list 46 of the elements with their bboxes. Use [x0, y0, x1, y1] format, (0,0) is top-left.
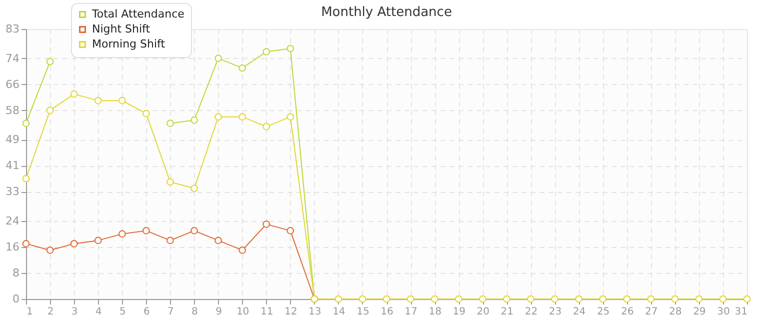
x-tick-label: 4 [95, 306, 102, 318]
x-tick-label: 13 [308, 306, 322, 318]
x-tick-label: 1 [26, 306, 33, 318]
legend-label: Morning Shift [92, 38, 166, 50]
x-tick-label: 30 [717, 306, 730, 318]
x-tick-label: 9 [216, 306, 222, 318]
x-tick-label: 2 [47, 306, 54, 318]
x-tick-label: 28 [669, 306, 682, 318]
x-tick-label: 25 [596, 306, 610, 318]
y-tick-label: 0 [12, 292, 20, 306]
legend-label: Total Attendance [91, 8, 185, 20]
x-tick-label: 6 [143, 306, 150, 318]
x-tick-label: 10 [236, 306, 250, 318]
y-tick-label: 74 [6, 52, 20, 65]
y-tick-label: 58 [6, 104, 20, 117]
x-tick-label: 8 [192, 306, 198, 318]
x-tick-label: 18 [428, 306, 442, 318]
y-tick-label: 66 [6, 78, 20, 91]
x-tick-label: 23 [548, 306, 562, 318]
y-tick-label: 41 [6, 159, 20, 172]
x-tick-label: 19 [452, 306, 466, 318]
x-tick-label: 17 [404, 306, 418, 318]
y-tick-label: 49 [6, 133, 20, 146]
x-tick-label: 11 [260, 306, 274, 318]
y-tick-label: 83 [6, 22, 20, 36]
x-tick-label: 31 [734, 306, 748, 318]
y-tick-label: 8 [12, 266, 20, 280]
x-tick-label: 3 [71, 306, 78, 318]
legend-label: Night Shift [92, 22, 151, 36]
y-tick-label: 24 [6, 214, 20, 228]
x-tick-label: 21 [500, 306, 514, 318]
x-tick-label: 20 [476, 306, 490, 318]
x-tick-label: 26 [620, 306, 634, 318]
y-tick-label: 16 [6, 240, 20, 254]
x-tick-label: 7 [168, 306, 174, 318]
x-tick-label: 22 [524, 306, 538, 318]
x-tick-label: 29 [693, 306, 706, 318]
x-tick-label: 15 [356, 306, 370, 318]
x-tick-label: 16 [380, 306, 394, 318]
x-tick-label: 5 [119, 306, 126, 318]
x-tick-label: 14 [332, 306, 346, 318]
x-tick-label: 24 [572, 306, 586, 318]
y-tick-label: 33 [6, 185, 20, 198]
chart-title: Monthly Attendance [321, 5, 452, 20]
x-tick-label: 27 [645, 306, 658, 318]
x-tick-label: 12 [284, 306, 298, 318]
